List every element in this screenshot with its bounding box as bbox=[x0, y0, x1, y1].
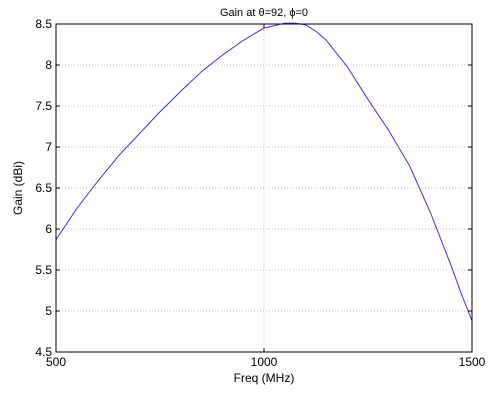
y-axis-title: Gain (dBi) bbox=[11, 161, 25, 215]
x-tick-label: 1000 bbox=[251, 355, 278, 369]
x-axis-title: Freq (MHz) bbox=[234, 371, 295, 385]
chart-title: Gain at θ=92, ϕ=0 bbox=[220, 7, 308, 19]
y-tick-label: 4.5 bbox=[35, 345, 52, 359]
y-tick-label: 8 bbox=[45, 58, 52, 72]
y-tick-label: 6.5 bbox=[35, 181, 52, 195]
y-tick-label: 7.5 bbox=[35, 99, 52, 113]
y-tick-label: 8.5 bbox=[35, 17, 52, 31]
y-tick-label: 6 bbox=[45, 222, 52, 236]
y-tick-label: 7 bbox=[45, 140, 52, 154]
y-tick-label: 5.5 bbox=[35, 263, 52, 277]
x-tick-label: 1500 bbox=[459, 355, 486, 369]
y-tick-label: 5 bbox=[45, 304, 52, 318]
